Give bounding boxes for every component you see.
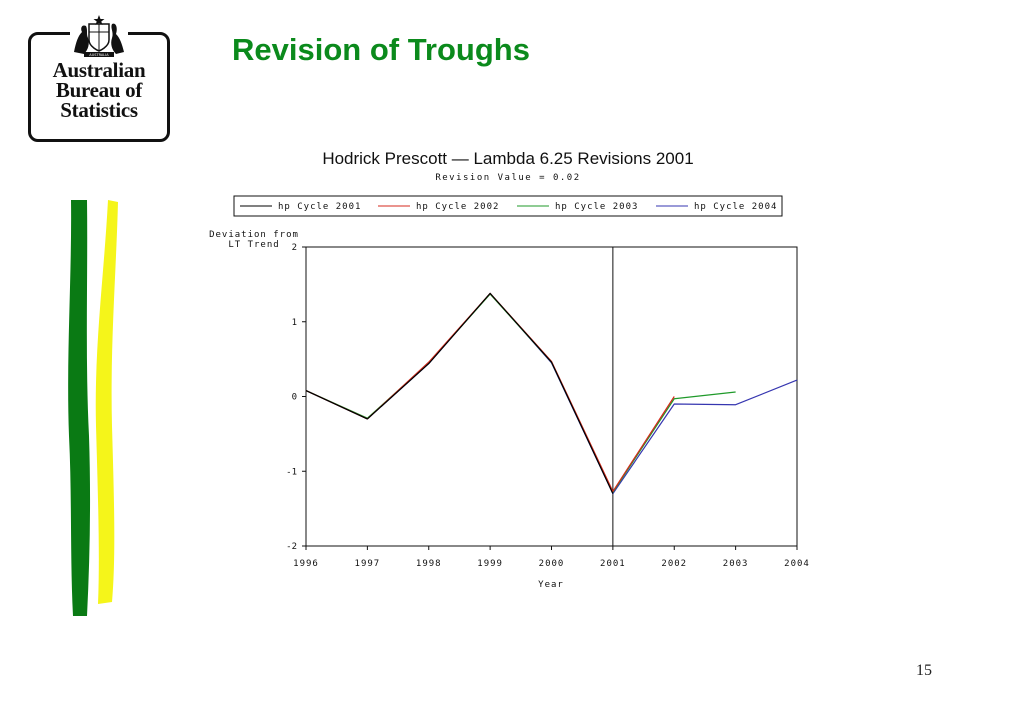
coat-of-arms-icon: AUSTRALIA bbox=[70, 14, 128, 58]
x-tick-label: 1998 bbox=[416, 559, 442, 569]
y-tick-label: 1 bbox=[292, 318, 297, 328]
series-line bbox=[305, 292, 614, 494]
x-tick-label: 2002 bbox=[661, 559, 687, 569]
y-tick-label: 2 bbox=[292, 243, 297, 253]
page-number: 15 bbox=[916, 662, 932, 679]
logo-wordmark: Australian Bureau of Statistics bbox=[28, 58, 170, 122]
chart-legend: hp Cycle 2001 hp Cycle 2002 hp Cycle 2003 h… bbox=[233, 195, 783, 217]
yellow-stripe bbox=[95, 200, 118, 604]
y-tick-label: -1 bbox=[286, 467, 297, 477]
x-tick-label: 2004 bbox=[784, 559, 810, 569]
green-stripe bbox=[68, 200, 91, 616]
series-line bbox=[305, 293, 736, 493]
logo-line: Bureau of bbox=[55, 78, 143, 102]
legend-entry: hp Cycle 2001 bbox=[278, 202, 361, 212]
x-tick-label: 1996 bbox=[293, 559, 319, 569]
x-tick-label: 2001 bbox=[600, 559, 626, 569]
crest-scroll-text: AUSTRALIA bbox=[89, 53, 109, 57]
y-axis-label-line: LT Trend bbox=[228, 240, 279, 250]
legend-entry: hp Cycle 2004 bbox=[694, 202, 777, 212]
x-tick-label: 2000 bbox=[539, 559, 565, 569]
decorative-stripes bbox=[68, 200, 118, 616]
x-axis-label: Year bbox=[538, 580, 564, 590]
logo-line: Statistics bbox=[60, 98, 138, 122]
slide-title: Revision of Troughs bbox=[232, 32, 530, 67]
legend-entry: hp Cycle 2002 bbox=[416, 202, 499, 212]
series-line bbox=[305, 292, 675, 493]
logo-line: Australian bbox=[52, 58, 146, 82]
abs-logo: AUSTRALIA Australian Bureau of Statistic… bbox=[28, 14, 170, 142]
legend-entry: hp Cycle 2003 bbox=[555, 202, 638, 212]
x-tick-label: 2003 bbox=[723, 559, 749, 569]
y-tick-label: 0 bbox=[292, 393, 297, 403]
legend-frame bbox=[233, 195, 783, 217]
x-tick-label: 1997 bbox=[355, 559, 381, 569]
chart-subtitle: Revision Value = 0.02 bbox=[435, 173, 580, 183]
x-tick-label: 1999 bbox=[477, 559, 503, 569]
y-axis-label-line: Deviation from bbox=[209, 230, 299, 240]
chart-title: Hodrick Prescott — Lambda 6.25 Revisions… bbox=[322, 149, 693, 168]
plot-area bbox=[305, 246, 798, 547]
y-tick-label: -2 bbox=[286, 542, 297, 552]
